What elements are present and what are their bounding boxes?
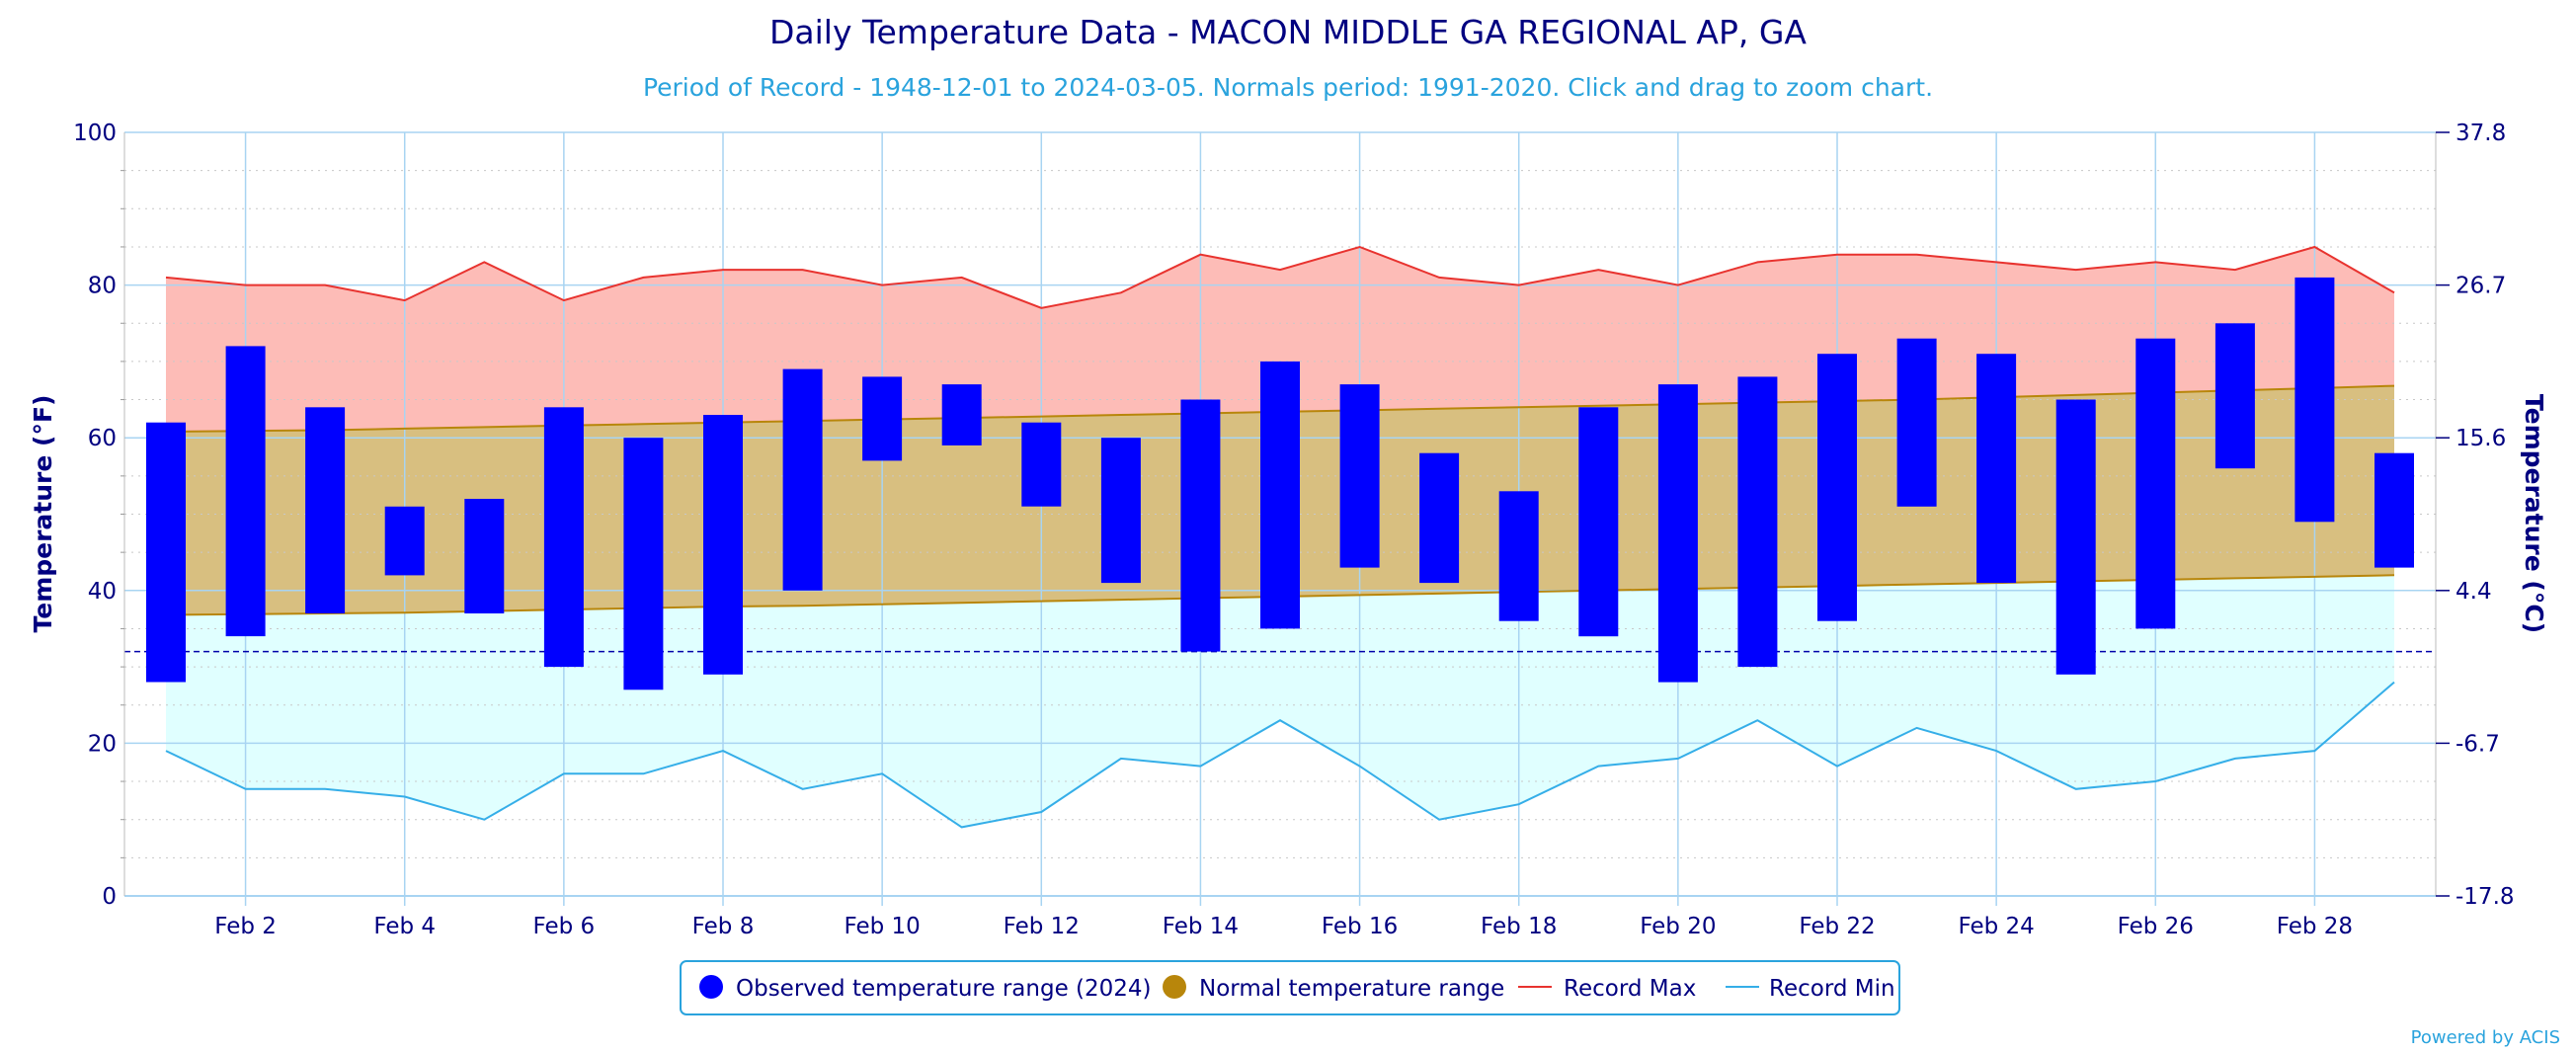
- observed-range-bar[interactable]: [2214, 323, 2255, 469]
- legend-label-record-max: Record Max: [1564, 976, 1696, 1002]
- x-tick-label: Feb 28: [2277, 914, 2353, 939]
- powered-by-credit[interactable]: Powered by ACIS: [2411, 1027, 2560, 1048]
- observed-range-bar[interactable]: [1021, 422, 1062, 507]
- x-tick-label: Feb 20: [1640, 914, 1716, 939]
- chart-title: Daily Temperature Data - MACON MIDDLE GA…: [769, 13, 1807, 51]
- observed-range-bar[interactable]: [1419, 452, 1460, 584]
- y-tick-label-left: 100: [73, 121, 117, 146]
- observed-range-bar[interactable]: [782, 368, 823, 591]
- y-tick-label-right: 26.7: [2455, 274, 2506, 299]
- record-max-line[interactable]: [165, 245, 2395, 309]
- observed-range-bar[interactable]: [1260, 361, 1300, 629]
- observed-range-bar[interactable]: [1896, 338, 1937, 507]
- observed-range-bar[interactable]: [703, 415, 743, 675]
- observed-range-bar[interactable]: [1737, 376, 1778, 668]
- y-tick-label-right: 15.6: [2455, 426, 2506, 451]
- observed-range-bar[interactable]: [1100, 438, 1141, 584]
- observed-range-bar[interactable]: [225, 346, 266, 637]
- y-tick-label-left: 20: [88, 731, 117, 757]
- x-tick-label: Feb 26: [2118, 914, 2194, 939]
- legend-label-record-min: Record Min: [1769, 976, 1895, 1002]
- y-axis-title-left: Temperature (°F): [29, 395, 57, 633]
- legend[interactable]: Observed temperature range (2024) Normal…: [680, 960, 1900, 1015]
- x-tick-label: Feb 24: [1958, 914, 2034, 939]
- legend-item-record-min[interactable]: Record Min: [1726, 976, 1895, 1002]
- y-tick-label-left: 40: [88, 579, 117, 605]
- observed-range-bar[interactable]: [146, 422, 186, 683]
- observed-range-bar[interactable]: [1976, 354, 2017, 584]
- observed-range-bar[interactable]: [2135, 338, 2176, 629]
- legend-item-normal[interactable]: Normal temperature range: [1163, 975, 1504, 1002]
- plot-area[interactable]: [124, 131, 2436, 897]
- observed-range-bar[interactable]: [1578, 407, 1619, 637]
- legend-item-record-max[interactable]: Record Max: [1518, 976, 1696, 1002]
- observed-range-bar[interactable]: [1339, 384, 1380, 568]
- legend-marker-observed: [699, 975, 723, 999]
- observed-range-bar[interactable]: [1180, 399, 1221, 652]
- legend-item-observed[interactable]: Observed temperature range (2024): [699, 975, 1152, 1002]
- legend-marker-normal: [1163, 975, 1186, 999]
- x-tick-label: Feb 14: [1163, 914, 1239, 939]
- y-axis-title-right: Temperature (°C): [2520, 394, 2548, 633]
- legend-label-observed: Observed temperature range (2024): [736, 976, 1152, 1002]
- x-tick-label: Feb 10: [844, 914, 920, 939]
- observed-range-bar[interactable]: [384, 506, 425, 576]
- observed-range-bar[interactable]: [941, 384, 982, 446]
- observed-range-bar[interactable]: [1817, 354, 1857, 621]
- x-tick-label: Feb 8: [692, 914, 755, 939]
- x-tick-label: Feb 16: [1322, 914, 1398, 939]
- y-tick-label-right: -17.8: [2455, 884, 2515, 910]
- y-tick-label-left: 60: [88, 426, 117, 451]
- axes: 0 -17.8 20 -6.7 40 4.4 60 15.6 80 26.7 100 37.8 Feb …: [73, 121, 2514, 939]
- x-tick-label: Feb 6: [533, 914, 596, 939]
- observed-range-bar[interactable]: [305, 407, 346, 613]
- legend-box: [680, 960, 1900, 1015]
- x-tick-label: Feb 18: [1481, 914, 1557, 939]
- observed-range-bar[interactable]: [464, 499, 505, 613]
- observed-range-bar[interactable]: [1498, 491, 1539, 621]
- chart-subtitle: Period of Record - 1948-12-01 to 2024-03…: [643, 73, 1933, 102]
- observed-range-bar[interactable]: [623, 438, 664, 690]
- y-tick-label-right: 37.8: [2455, 121, 2506, 146]
- observed-range-bar[interactable]: [2375, 452, 2414, 568]
- y-tick-label-right: -6.7: [2455, 731, 2500, 757]
- observed-range-bar[interactable]: [2294, 277, 2335, 523]
- observed-range-bar[interactable]: [543, 407, 584, 668]
- observed-range-bar[interactable]: [862, 376, 903, 461]
- x-tick-label: Feb 12: [1004, 914, 1080, 939]
- y-tick-label-left: 0: [102, 884, 117, 910]
- observed-range-bar[interactable]: [2055, 399, 2096, 675]
- x-tick-label: Feb 4: [373, 914, 436, 939]
- y-tick-label-left: 80: [88, 274, 117, 299]
- x-tick-label: Feb 2: [214, 914, 277, 939]
- record-min-line[interactable]: [165, 681, 2395, 829]
- y-tick-label-right: 4.4: [2455, 579, 2492, 605]
- observed-range-bar[interactable]: [1657, 384, 1698, 683]
- legend-label-normal: Normal temperature range: [1199, 976, 1504, 1002]
- x-tick-label: Feb 22: [1799, 914, 1875, 939]
